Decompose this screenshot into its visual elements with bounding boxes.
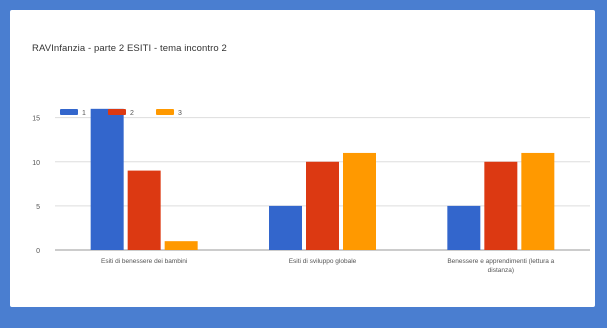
bar-series-2-cat-3: [484, 161, 518, 250]
y-tick-label: 15: [32, 116, 40, 123]
legend-swatch-1: [60, 109, 78, 115]
bar-series-2-cat-2: [306, 161, 339, 250]
x-tick-label: Benessere e apprendimenti (lettura a: [447, 258, 554, 265]
bar-series-3-cat-2: [343, 152, 376, 250]
chart-title: RAVInfanzia - parte 2 ESITI - tema incon…: [32, 43, 227, 54]
bar-series-3-cat-3: [521, 152, 555, 250]
x-tick-label: Esiti di sviluppo globale: [289, 258, 357, 265]
bar-series-1-cat-2: [269, 205, 302, 250]
legend-label-3: 3: [178, 110, 182, 117]
legend-swatch-3: [156, 109, 174, 115]
bar-series-3-cat-1: [164, 241, 198, 250]
legend-label-2: 2: [130, 110, 134, 117]
bar-series-1-cat-1: [90, 108, 124, 250]
x-tick-label: distanza): [488, 267, 514, 274]
x-tick-label: Esiti di benessere dei bambini: [101, 258, 187, 265]
legend-label-1: 1: [82, 110, 86, 117]
y-tick-label: 5: [36, 204, 40, 211]
bar-series-1-cat-3: [447, 205, 481, 250]
y-tick-label: 10: [32, 160, 40, 167]
bar-series-2-cat-1: [127, 170, 161, 250]
legend-swatch-2: [108, 109, 126, 115]
y-tick-label: 0: [36, 248, 40, 255]
